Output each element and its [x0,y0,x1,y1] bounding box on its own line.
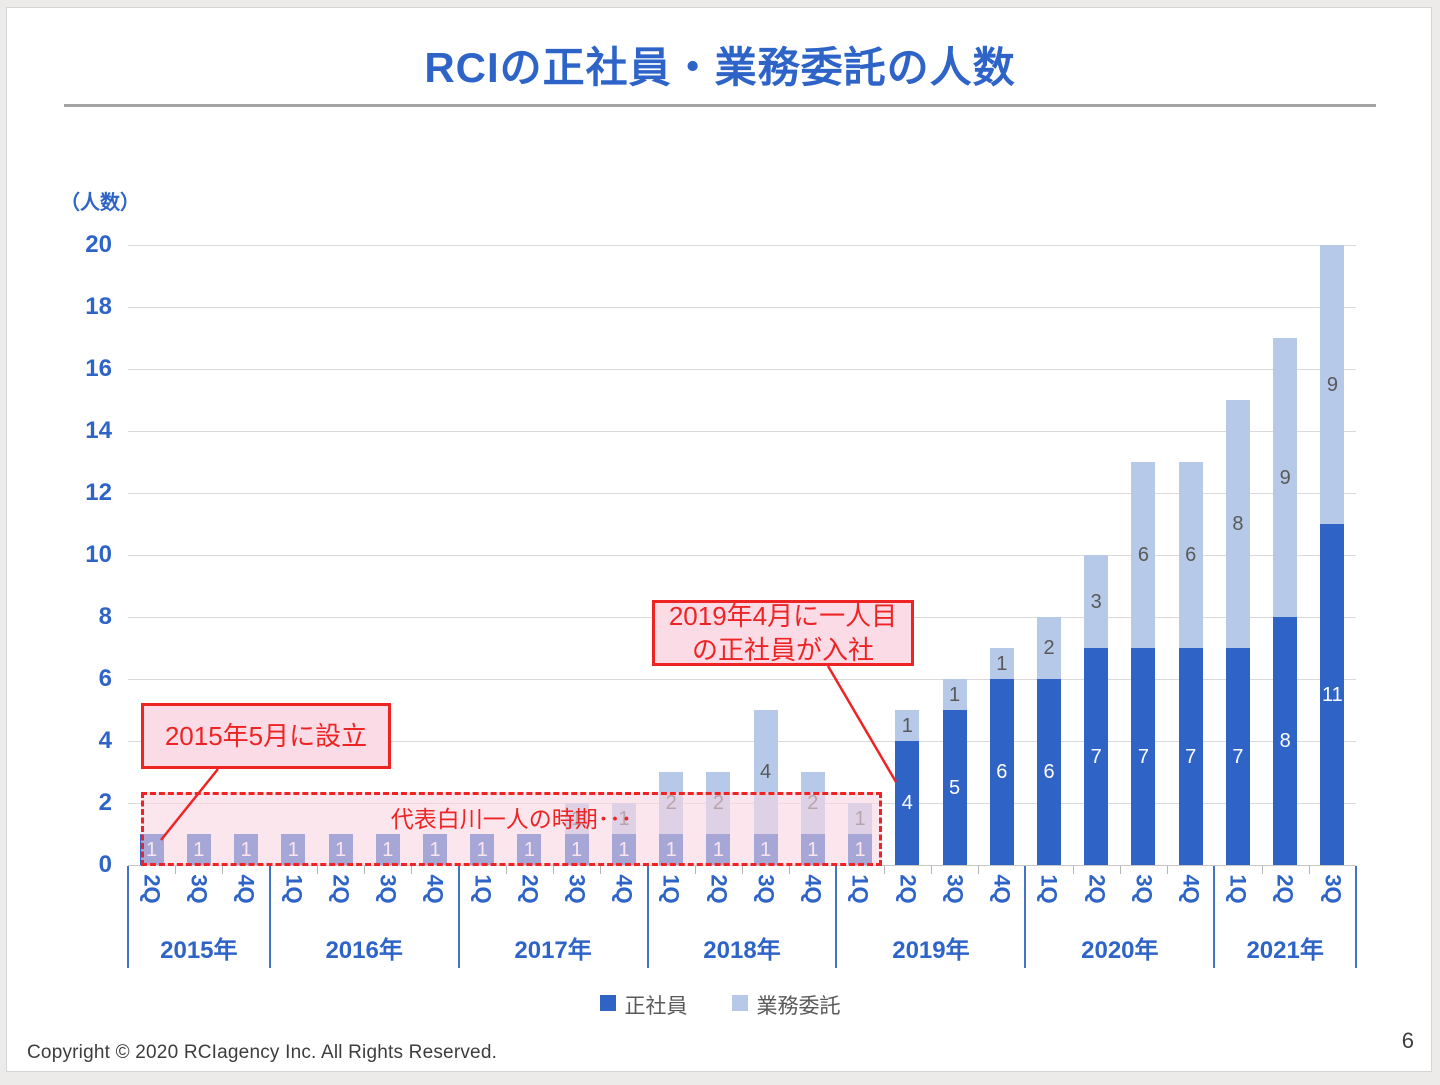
legend-item-fulltime: 正社員 [599,990,688,1020]
legend-label-contractor: 業務委託 [756,995,841,1018]
page-title: RCIの正社員・業務委託の人数 [424,44,1016,91]
annotation-founding: 2015年5月に設立 [141,703,391,769]
y-axis-unit-label: （人数） [60,192,140,214]
footer-copyright: Copyright © 2020 RCIagency Inc. All Righ… [27,1042,498,1063]
annotation-founding-text: 2015年5月に設立 [164,721,368,751]
legend-label-fulltime: 正社員 [624,995,688,1018]
solo-period-region: 代表白川一人の時期･･･ [141,792,882,866]
contractor-swatch-icon [731,995,748,1011]
chart-legend: 正社員 業務委託 [0,990,1440,1020]
annotation-first-employee-text: 2019年4月に一人目 の正社員が入社 [668,601,898,665]
page-number: 6 [1401,1028,1414,1053]
title-divider [64,104,1376,107]
slide-background [6,7,1432,1072]
annotation-first-employee: 2019年4月に一人目 の正社員が入社 [652,600,914,666]
solo-period-label: 代表白川一人の時期･･･ [390,806,633,832]
legend-item-contractor: 業務委託 [731,990,841,1020]
fulltime-swatch-icon [599,995,616,1011]
